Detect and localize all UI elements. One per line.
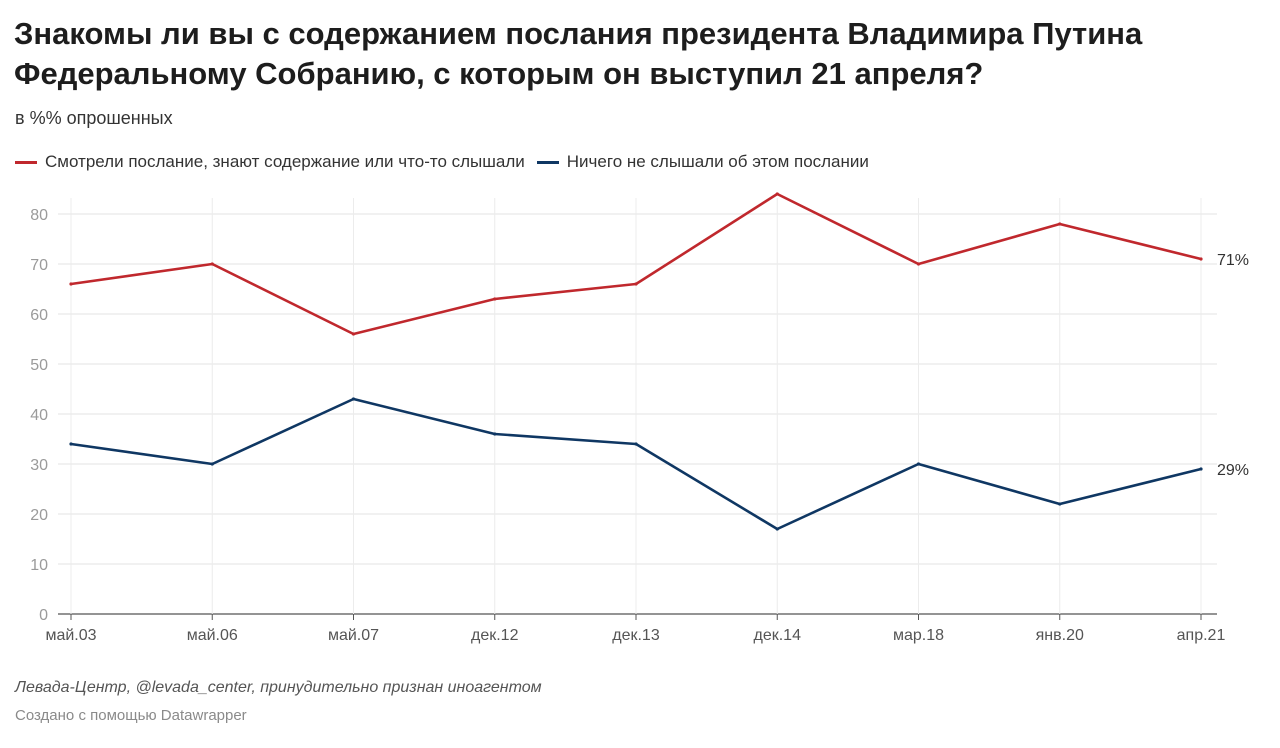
data-point-s1 bbox=[1199, 467, 1203, 471]
data-point-s0 bbox=[69, 282, 73, 286]
y-tick-label: 40 bbox=[30, 407, 48, 424]
y-tick-label: 50 bbox=[30, 357, 48, 374]
data-point-s0 bbox=[775, 192, 779, 196]
datawrapper-credit: Создано с помощью Datawrapper bbox=[15, 707, 247, 724]
y-tick-label: 10 bbox=[30, 557, 48, 574]
y-tick-label: 80 bbox=[30, 207, 48, 224]
data-point-s1 bbox=[1058, 502, 1062, 506]
legend-item-heard: Смотрели послание, знают содержание или … bbox=[15, 152, 525, 172]
data-point-s1 bbox=[916, 462, 921, 466]
source-note: Левада-Центр, @levada_center, принудител… bbox=[15, 679, 542, 696]
y-tick-label: 30 bbox=[30, 457, 48, 474]
x-tick-label: дек.13 bbox=[612, 627, 660, 644]
x-tick-label: май.03 bbox=[45, 627, 96, 644]
x-tick-label: мар.18 bbox=[893, 627, 944, 644]
data-point-s1 bbox=[634, 442, 638, 446]
line-chart: 0 10 20 30 40 50 60 70 80 май.03 май.06 май.07 дек.1… bbox=[30, 192, 1249, 644]
chart-legend: Смотрели послание, знают содержание или … bbox=[15, 152, 881, 172]
x-tick-label: янв.20 bbox=[1036, 627, 1084, 644]
data-point-s1 bbox=[69, 442, 73, 446]
data-point-s0 bbox=[493, 297, 497, 301]
data-point-s0 bbox=[210, 262, 214, 266]
data-point-s0 bbox=[1058, 222, 1062, 226]
legend-label-not-heard: Ничего не слышали об этом послании bbox=[566, 152, 869, 171]
y-tick-label: 20 bbox=[30, 507, 48, 524]
y-tick-label: 60 bbox=[30, 307, 48, 324]
x-tick-label: май.06 bbox=[187, 627, 238, 644]
x-tick-label: май.07 bbox=[328, 627, 379, 644]
chart-title-line-2: Федеральному Собранию, с которым он выст… bbox=[14, 56, 984, 91]
data-point-s1 bbox=[493, 432, 497, 436]
data-point-s0 bbox=[634, 282, 638, 286]
data-point-s1 bbox=[775, 527, 779, 531]
legend-item-not-heard: Ничего не слышали об этом послании bbox=[536, 152, 869, 172]
end-label-s0: 71% bbox=[1217, 252, 1249, 269]
y-tick-label: 70 bbox=[30, 257, 48, 274]
y-tick-label: 0 bbox=[39, 607, 48, 624]
data-point-s1 bbox=[210, 462, 214, 466]
chart-title: Знакомы ли вы с содержанием послания пре… bbox=[14, 14, 1264, 94]
legend-swatch-not-heard bbox=[536, 160, 559, 164]
chart-subtitle: в %% опрошенных bbox=[15, 108, 173, 128]
legend-label-heard: Смотрели послание, знают содержание или … bbox=[45, 152, 525, 171]
end-label-s1: 29% bbox=[1217, 462, 1249, 479]
x-tick-label: дек.12 bbox=[471, 627, 519, 644]
legend-swatch-heard bbox=[15, 160, 37, 164]
chart-title-line-1: Знакомы ли вы с содержанием послания пре… bbox=[14, 16, 1143, 51]
x-tick-label: дек.14 bbox=[754, 627, 802, 644]
data-point-s0 bbox=[916, 262, 921, 266]
x-tick-label: апр.21 bbox=[1177, 627, 1226, 644]
data-point-s0 bbox=[1199, 257, 1203, 261]
data-point-s0 bbox=[351, 332, 356, 336]
data-point-s1 bbox=[351, 397, 356, 401]
